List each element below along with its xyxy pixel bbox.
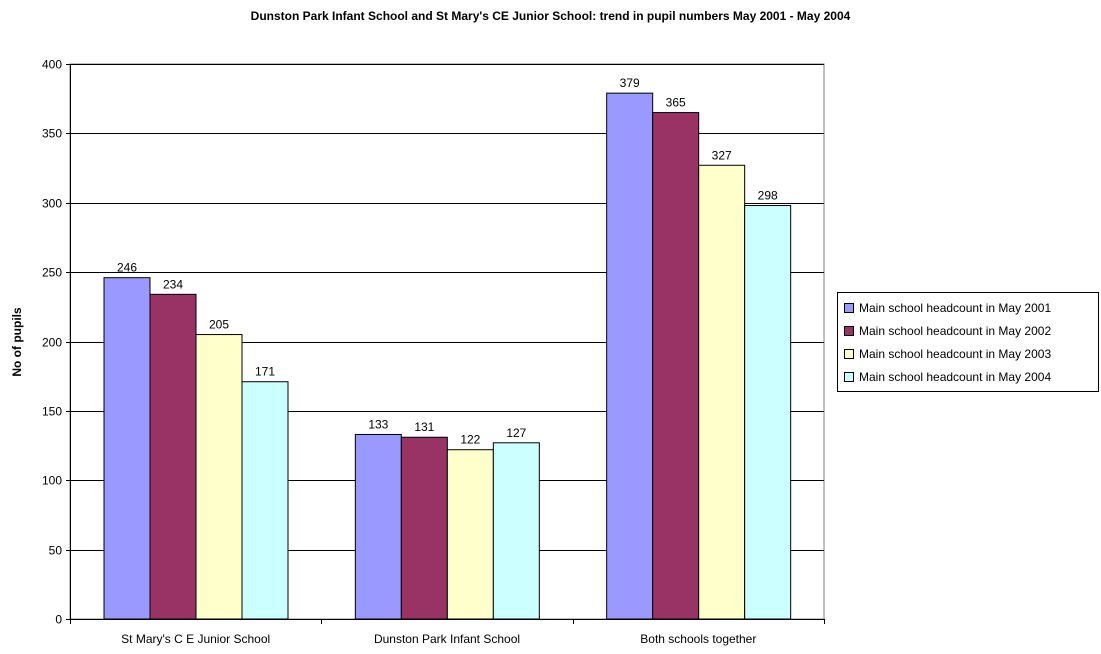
y-tick-label: 200 xyxy=(42,336,62,350)
x-tick-label: Dunston Park Infant School xyxy=(374,632,520,646)
bar xyxy=(492,442,540,620)
legend-label: Main school headcount in May 2003 xyxy=(859,346,1052,361)
y-tick-label: 100 xyxy=(42,474,62,488)
legend-label: Main school headcount in May 2002 xyxy=(859,323,1052,338)
legend-entry: Main school headcount in May 2001 xyxy=(844,296,1098,319)
bar xyxy=(744,205,792,620)
y-tick-label: 400 xyxy=(42,58,62,72)
data-label: 379 xyxy=(620,76,640,90)
legend-swatch xyxy=(844,325,854,336)
legend-swatch xyxy=(844,302,854,313)
bar xyxy=(241,381,289,620)
data-label: 122 xyxy=(460,433,480,447)
y-axis-label: No of pupils xyxy=(10,307,24,377)
data-label: 298 xyxy=(758,189,778,203)
data-label: 365 xyxy=(666,96,686,110)
legend-entry: Main school headcount in May 2002 xyxy=(844,319,1098,342)
chart-title: Dunston Park Infant School and St Mary's… xyxy=(250,9,851,23)
legend: Main school headcount in May 2001 Main sc… xyxy=(837,292,1099,392)
bars xyxy=(103,92,792,620)
x-tick-label: St Mary's C E Junior School xyxy=(121,632,270,646)
bar xyxy=(698,164,746,620)
data-label: 327 xyxy=(712,148,732,162)
y-tick-label: 0 xyxy=(55,613,62,627)
data-label: 133 xyxy=(368,417,388,431)
y-tick-label: 150 xyxy=(42,405,62,419)
axes: 0 50 100 150 200 250 300 350 400 St Mary's C E Ju… xyxy=(42,58,825,646)
bar xyxy=(652,112,700,620)
legend-swatch xyxy=(844,348,854,359)
y-tick-label: 50 xyxy=(49,544,63,558)
bar xyxy=(606,92,654,620)
legend-entry: Main school headcount in May 2003 xyxy=(844,342,1098,365)
data-labels: 246 234 205 171 133 131 122 127 379 365 327 298 xyxy=(117,76,778,447)
data-label: 205 xyxy=(209,318,229,332)
bar xyxy=(149,293,197,620)
bar xyxy=(446,449,494,620)
legend-label: Main school headcount in May 2001 xyxy=(859,300,1052,315)
x-tick-label: Both schools together xyxy=(640,632,756,646)
data-label: 171 xyxy=(255,365,275,379)
y-tick-label: 350 xyxy=(42,127,62,141)
data-label: 234 xyxy=(163,277,183,291)
y-tick-label: 300 xyxy=(42,197,62,211)
bar xyxy=(103,277,151,620)
data-label: 246 xyxy=(117,261,137,275)
bar xyxy=(400,436,448,620)
bar xyxy=(354,433,402,620)
y-tick-label: 250 xyxy=(42,266,62,280)
legend-swatch xyxy=(844,371,854,382)
data-label: 127 xyxy=(506,426,526,440)
bar xyxy=(195,334,243,620)
legend-label: Main school headcount in May 2004 xyxy=(859,369,1052,384)
legend-entry: Main school headcount in May 2004 xyxy=(844,365,1098,388)
data-label: 131 xyxy=(414,420,434,434)
